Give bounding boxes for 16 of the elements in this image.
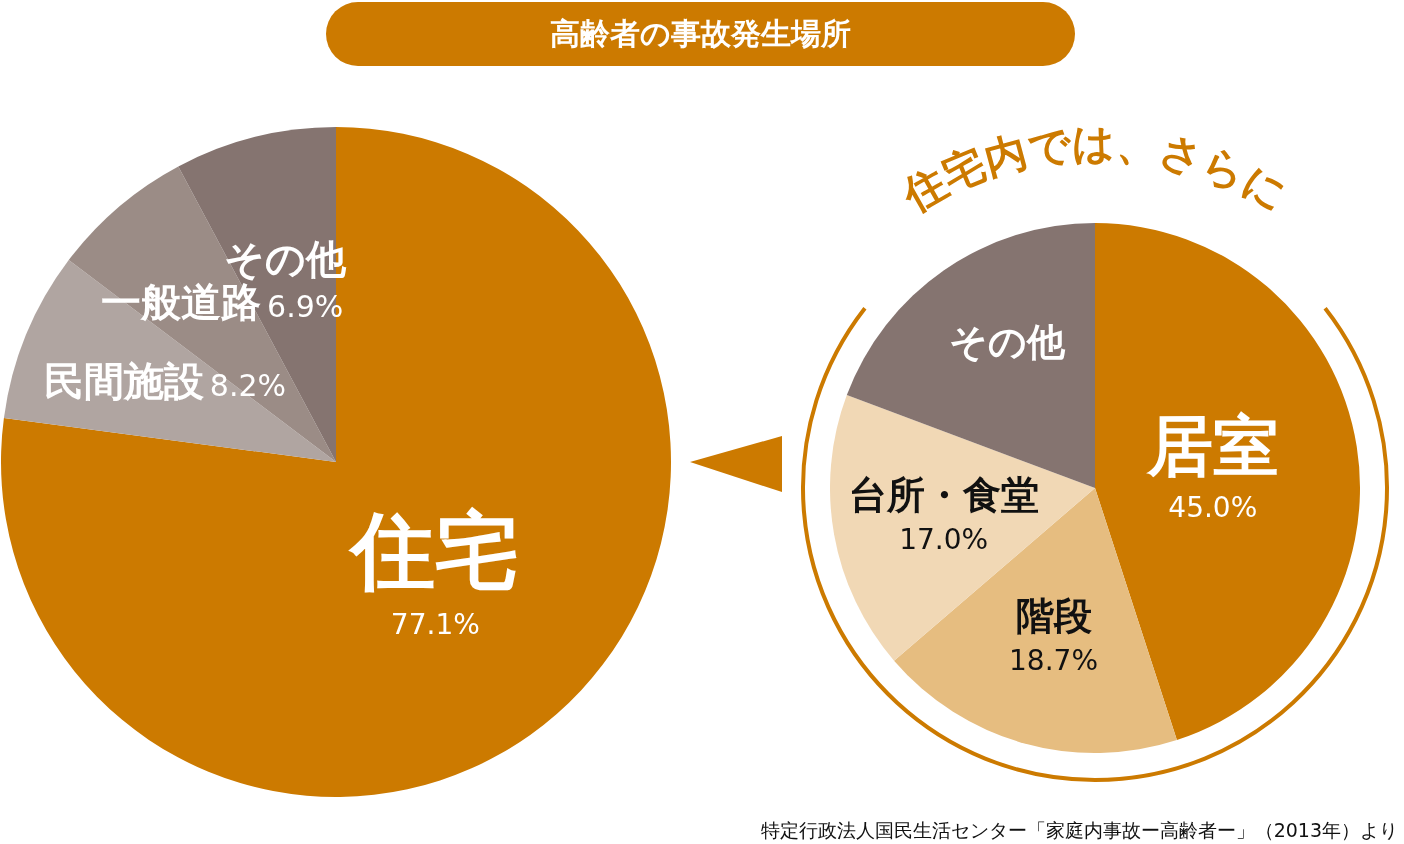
data-label: 45.0% (1168, 491, 1258, 525)
slice-label: 民間施設 (43, 358, 204, 405)
chart-title: 住宅内では、さらに (892, 118, 1296, 222)
pie-slice (1, 127, 671, 797)
data-label: 77.1% (390, 607, 480, 641)
pie-slice (1095, 223, 1360, 741)
slice-label: その他 (949, 319, 1067, 364)
data-label: 8.2% (209, 368, 287, 404)
data-label: 18.7% (1009, 643, 1098, 677)
slice-label: 台所・食堂 (848, 472, 1039, 517)
text: 特定行政法人国民生活センター「家庭内事故ー高齢者ー」（2013年）より (760, 818, 1398, 843)
slice-label: 居室 (1145, 408, 1279, 486)
slice-label: 住宅 (348, 502, 520, 601)
data-label: 17.0% (899, 522, 989, 556)
slice-label: 階段 (1015, 593, 1092, 638)
chart-title: 高齢者の事故発生場所 (326, 2, 1075, 66)
